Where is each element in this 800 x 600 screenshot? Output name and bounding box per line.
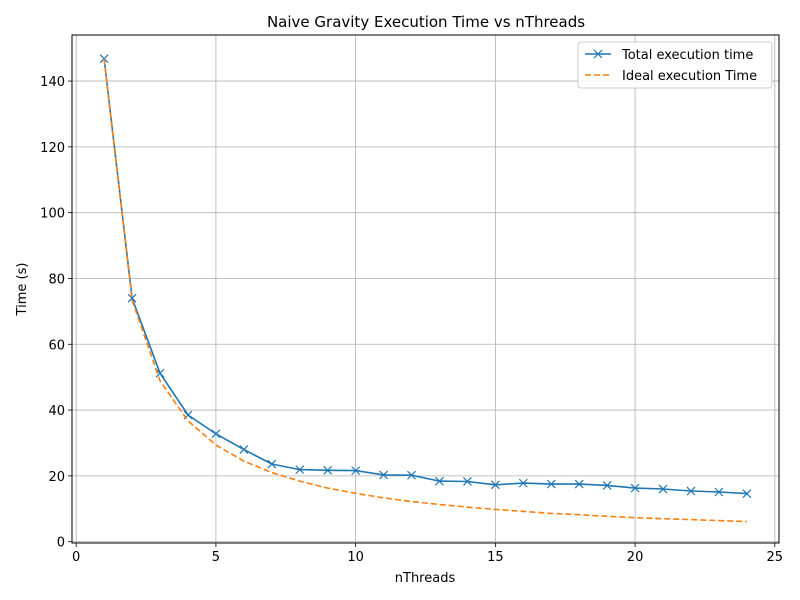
legend-label-ideal: Ideal execution Time (622, 69, 757, 84)
x-tick-label: 10 (347, 550, 364, 565)
x-marker-stroke (211, 429, 221, 439)
x-marker-stroke (239, 445, 249, 454)
x-marker-stroke (462, 477, 472, 486)
data-point (155, 368, 165, 378)
x-marker-stroke (518, 478, 528, 488)
y-tick-label: 120 (40, 141, 65, 156)
x-marker-stroke (351, 466, 361, 476)
data-point (574, 479, 584, 489)
x-marker-stroke (99, 54, 109, 64)
y-tick-label: 40 (48, 404, 65, 419)
data-point (742, 489, 752, 499)
plot-frame (71, 34, 780, 544)
data-point (490, 480, 500, 490)
data-point (435, 476, 444, 486)
legend: Total execution time Ideal execution Tim… (577, 41, 773, 89)
y-tick-label: 80 (48, 272, 65, 287)
data-point (686, 486, 696, 496)
y-axis-label: Time (s) (15, 263, 30, 317)
y-tick-label: 140 (40, 75, 65, 90)
data-point (518, 478, 528, 488)
data-point (714, 487, 724, 497)
data-point (630, 483, 640, 493)
x-marker-stroke (742, 489, 752, 499)
x-marker-stroke (155, 368, 165, 378)
series-layer (99, 54, 752, 523)
x-tick-label: 20 (627, 550, 644, 565)
data-point (462, 477, 472, 486)
data-point (267, 459, 277, 469)
data-point (295, 465, 305, 475)
x-marker-stroke (127, 293, 137, 303)
x-marker-stroke (490, 480, 500, 490)
x-tick-label: 0 (72, 550, 80, 565)
legend-marker-x (593, 49, 603, 59)
x-marker-stroke (323, 465, 333, 475)
ticks: 0 5 10 15 20 25 0 20 40 60 80 100 120 140 (40, 75, 783, 565)
x-marker-stroke (630, 483, 640, 493)
x-marker-stroke (602, 480, 612, 490)
chart-title: Naive Gravity Execution Time vs nThreads (267, 13, 585, 31)
y-tick-label: 20 (48, 470, 65, 485)
data-point (658, 484, 668, 494)
data-point (546, 479, 556, 489)
series-line-total (103, 58, 747, 495)
x-marker-stroke (546, 479, 556, 489)
y-tick-label: 60 (48, 338, 65, 353)
x-marker-stroke (407, 470, 416, 480)
x-tick-label: 15 (487, 550, 504, 565)
x-tick-label: 25 (767, 550, 784, 565)
x-marker-stroke (593, 49, 603, 59)
y-tick-label: 0 (57, 536, 65, 551)
x-marker-stroke (435, 476, 444, 486)
series-line-ideal (103, 58, 747, 523)
x-marker-stroke (658, 484, 668, 494)
x-marker-stroke (267, 459, 277, 469)
x-axis-label: nThreads (395, 571, 456, 586)
data-point (239, 445, 249, 454)
x-marker-stroke (714, 487, 724, 497)
x-marker-stroke (686, 486, 696, 496)
legend-box (577, 41, 773, 89)
data-point (407, 470, 416, 480)
data-point (99, 54, 109, 64)
data-point (379, 470, 389, 480)
y-tick-label: 100 (40, 207, 65, 222)
data-point (323, 465, 333, 475)
data-point (602, 480, 612, 490)
x-marker-stroke (295, 465, 305, 475)
legend-label-total: Total execution time (621, 48, 753, 63)
data-point (127, 293, 137, 303)
x-tick-label: 5 (212, 550, 220, 565)
data-point (351, 466, 361, 476)
data-point (211, 429, 221, 439)
x-marker-stroke (574, 479, 584, 489)
x-marker-stroke (379, 470, 389, 480)
legend-x-marker (593, 49, 603, 59)
